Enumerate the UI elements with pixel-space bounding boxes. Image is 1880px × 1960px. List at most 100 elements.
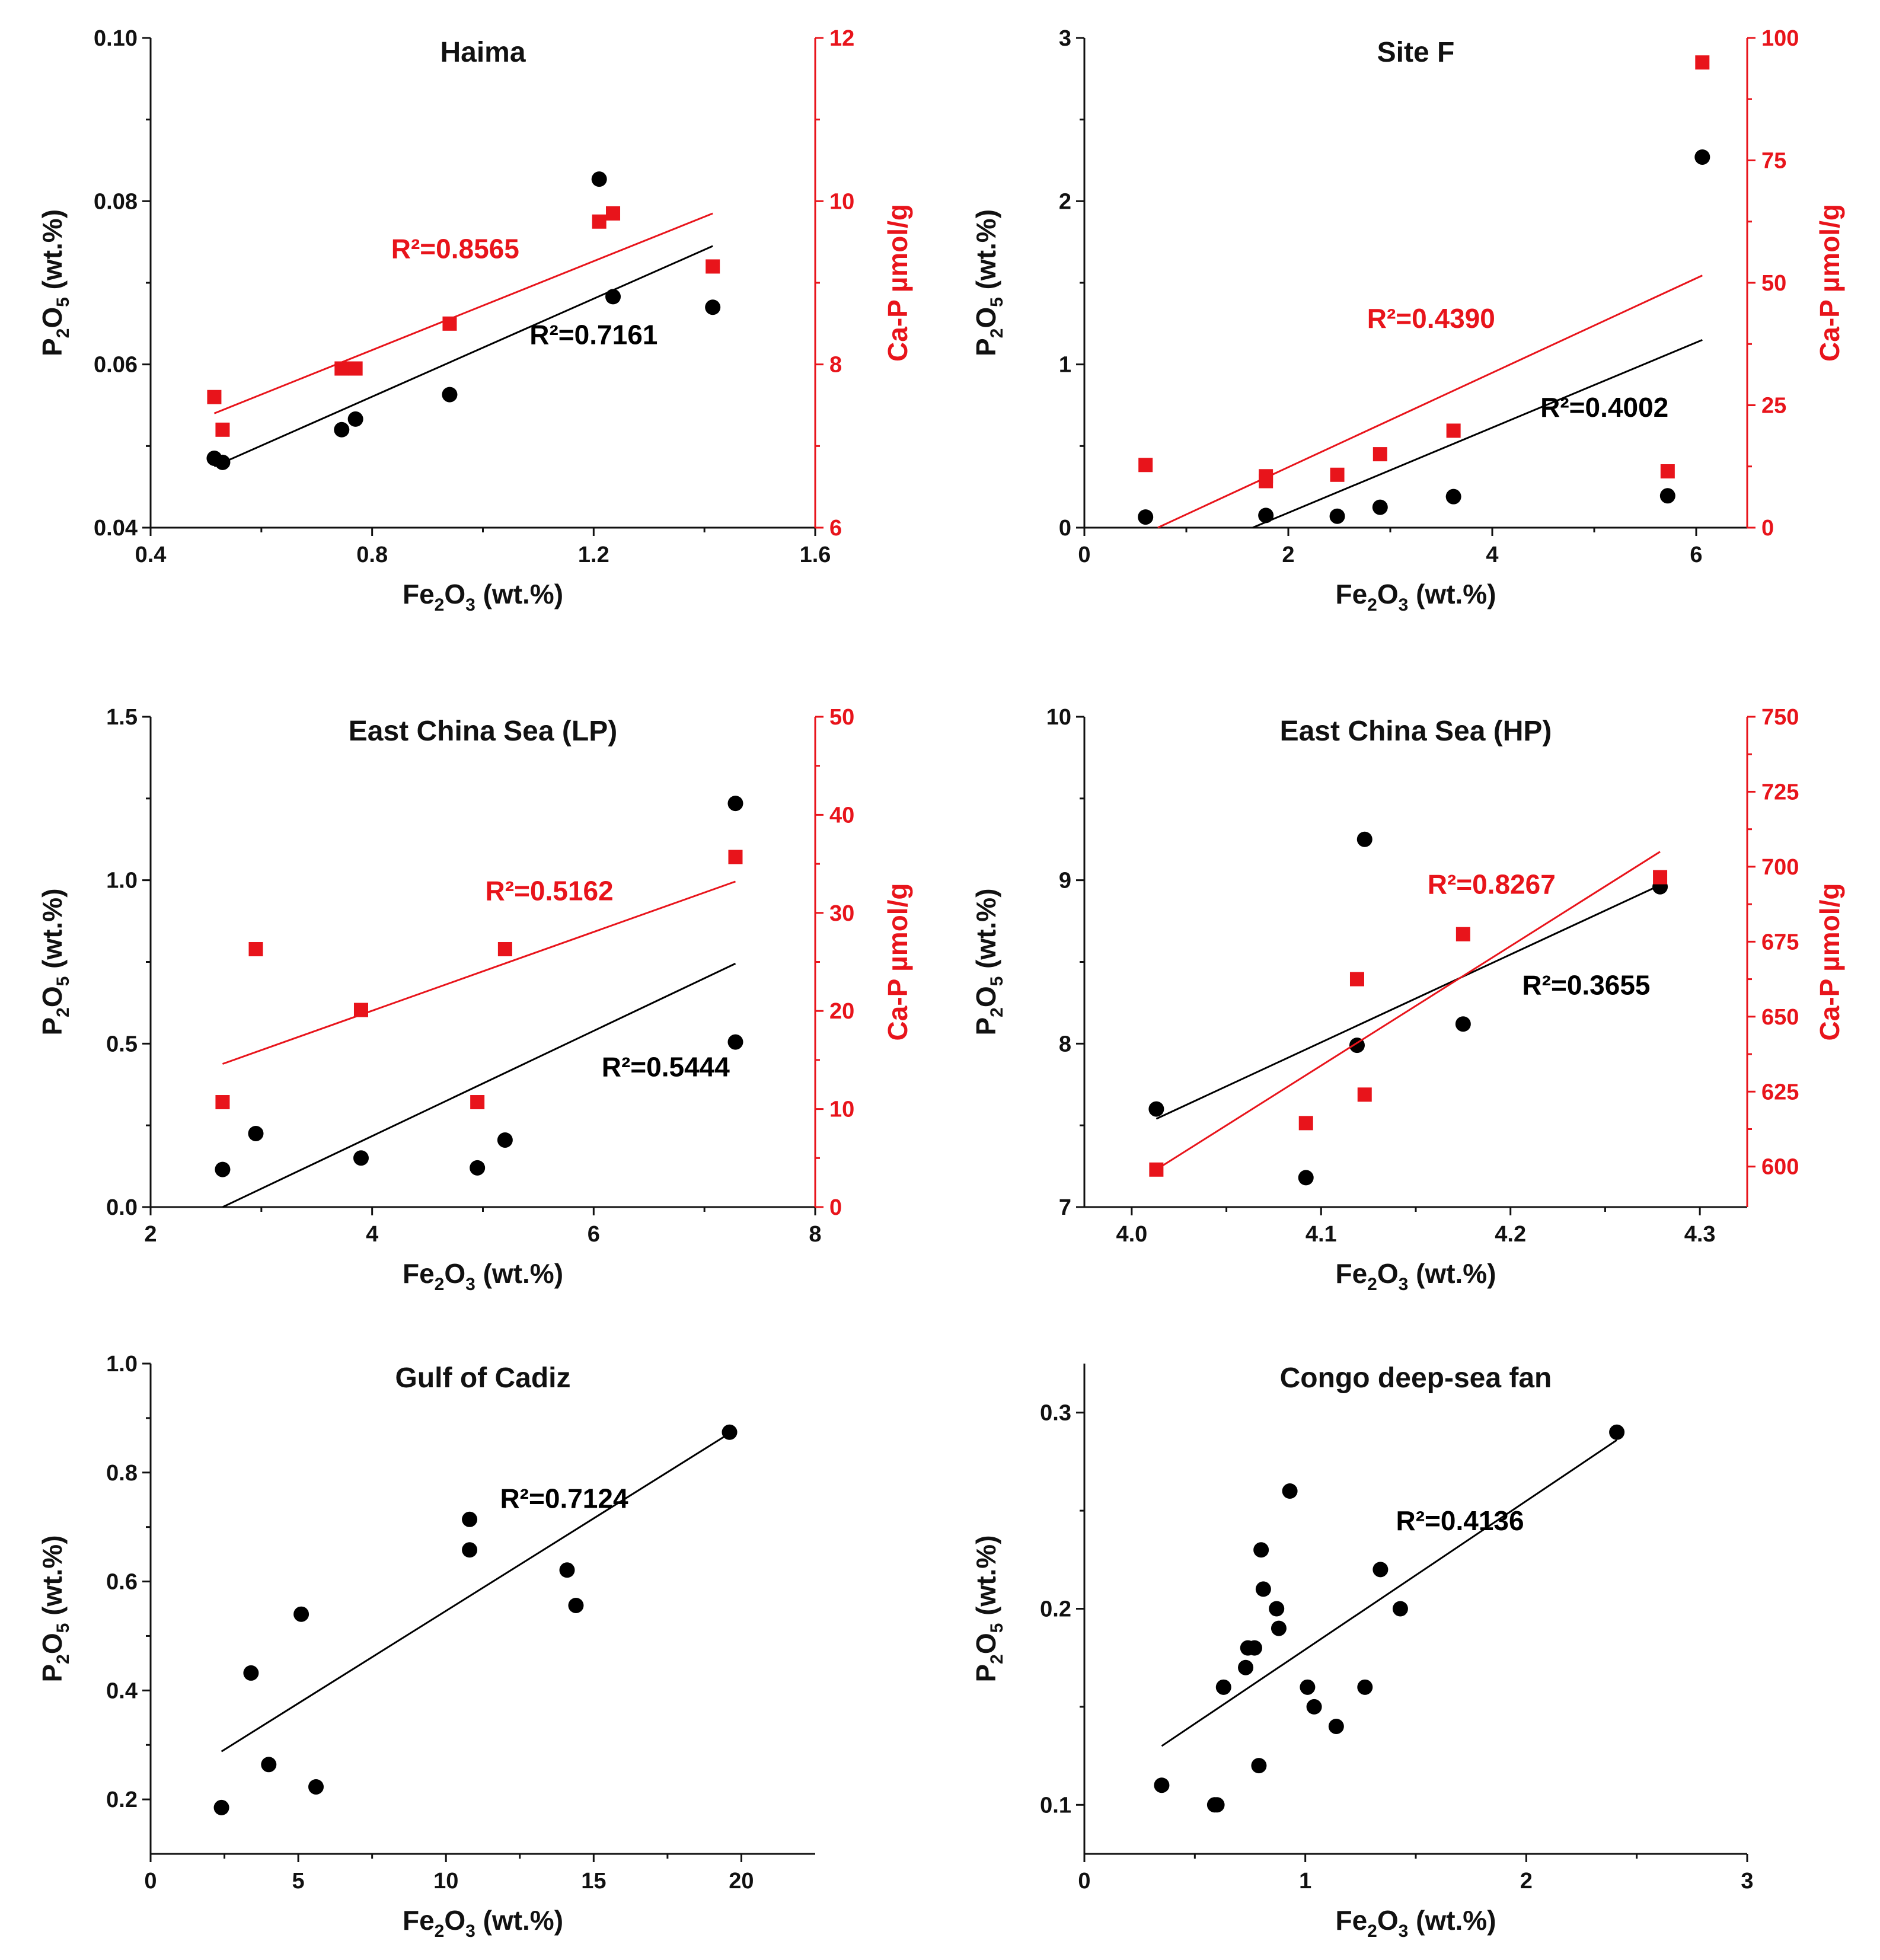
label-part: (wt.%): [971, 209, 1001, 297]
data-point: [1300, 1679, 1316, 1695]
label-part: 3: [1399, 1921, 1409, 1941]
y-tick-label: 1: [1059, 353, 1071, 378]
label-part: P: [971, 338, 1001, 356]
r-squared-label: R²=0.4002: [1540, 392, 1668, 423]
label-part: 3: [465, 1921, 475, 1941]
label-part: 2: [987, 1007, 1007, 1017]
data-point: [248, 941, 263, 956]
chart-panel-4: 0 5 10 15 200.20.40.60.81.0 Gulf of CadizFe2O…: [37, 1352, 815, 1941]
chart-panel-0: 0.4 0.8 1.2 1.6 0.04 0.06 0.08 0.10 6 8 10 12 Haima F…: [37, 26, 913, 615]
y-tick-label: 0.5: [106, 1032, 138, 1056]
label-part: 2: [53, 328, 73, 339]
data-point: [347, 411, 363, 427]
x-tick-label: 4.1: [1306, 1222, 1337, 1247]
x-tick-label: 2: [1520, 1869, 1533, 1894]
y-tick-label: 0.8: [106, 1461, 138, 1486]
data-point: [293, 1606, 309, 1622]
data-point: [1269, 1601, 1285, 1617]
r-squared-label: R²=0.3655: [1522, 970, 1650, 1001]
r-squared-label: R²=0.7124: [500, 1483, 628, 1514]
data-point: [1330, 467, 1345, 482]
x-tick-label: 4: [1486, 542, 1498, 567]
x-tick-label: 15: [581, 1869, 606, 1894]
r-squared-label: R²=0.4390: [1367, 303, 1495, 334]
y2-tick-label: 700: [1761, 855, 1799, 880]
label-part: 3: [465, 595, 475, 615]
label-part: O: [1377, 1905, 1399, 1936]
data-point: [1357, 1087, 1372, 1102]
data-point: [1154, 1777, 1170, 1793]
label-part: 3: [1399, 595, 1409, 615]
label-part: P: [37, 338, 68, 356]
series-ca-p: R²=0.5162: [215, 850, 743, 1110]
label-part: 2: [53, 1654, 73, 1664]
data-point: [1138, 458, 1153, 473]
data-point: [348, 361, 363, 376]
series-p2o5: R²=0.5444: [215, 796, 743, 1208]
x-tick-label: 5: [292, 1869, 305, 1894]
x-tick-label: 0.4: [135, 542, 167, 567]
data-point: [207, 390, 222, 404]
label-part: O: [37, 986, 68, 1007]
y2-axis-label: Ca-P µmol/g: [882, 883, 913, 1041]
label-part: 2: [53, 1007, 73, 1017]
y-tick-label: 0.08: [94, 189, 138, 214]
label-part: 5: [987, 1623, 1007, 1633]
data-point: [1356, 831, 1373, 847]
chart-panel-3: 4.0 4.1 4.2 4.3 7 8 9 10 600 625 650 675 700 725 750 Ea…: [971, 705, 1845, 1294]
label-part: 5: [987, 976, 1007, 987]
fit-line: [1156, 851, 1661, 1171]
data-point: [1373, 1562, 1389, 1578]
label-part: Fe: [1335, 1905, 1367, 1936]
y-tick-label: 1.0: [106, 869, 138, 893]
data-point: [470, 1160, 486, 1176]
label-part: Fe: [403, 579, 435, 609]
label-part: O: [444, 579, 465, 609]
fit-line: [221, 1432, 730, 1752]
label-part: 2: [987, 328, 1007, 339]
series-ca-p: R²=0.8565: [207, 206, 720, 437]
data-point: [1349, 972, 1364, 987]
label-part: O: [971, 986, 1001, 1007]
y2-tick-label: 50: [829, 705, 854, 730]
data-point: [559, 1562, 575, 1578]
fit-line: [222, 880, 736, 1065]
data-point: [497, 1132, 513, 1148]
label-part: 2: [987, 1654, 1007, 1664]
label-part: 2: [435, 1275, 445, 1294]
data-point: [722, 1424, 738, 1440]
label-part: O: [1377, 579, 1399, 609]
y2-tick-label: 625: [1761, 1080, 1799, 1105]
chart-title: Gulf of Cadiz: [395, 1362, 571, 1394]
y-axis-label: P2O5 (wt.%): [971, 1535, 1007, 1682]
y2-axis-label: Ca-P µmol/g: [1814, 204, 1845, 362]
label-part: P: [37, 1664, 68, 1683]
y-tick-label: 0.04: [94, 516, 138, 541]
label-part: (wt.%): [37, 1535, 68, 1623]
data-point: [442, 387, 458, 403]
data-point: [462, 1542, 478, 1558]
y2-tick-label: 75: [1761, 149, 1786, 174]
label-part: Fe: [403, 1258, 435, 1289]
data-point: [568, 1597, 584, 1613]
y2-tick-label: 750: [1761, 705, 1799, 730]
y2-tick-label: 6: [829, 516, 842, 541]
x-tick-label: 0.8: [356, 542, 388, 567]
y-tick-label: 9: [1059, 869, 1071, 893]
y2-tick-label: 0: [829, 1195, 842, 1220]
data-point: [592, 214, 607, 229]
chart-title: East China Sea (HP): [1280, 716, 1552, 747]
data-point: [1373, 447, 1387, 462]
data-point: [1246, 1640, 1262, 1656]
label-part: (wt.%): [1408, 579, 1496, 609]
label-part: P: [971, 1017, 1001, 1036]
label-part: Fe: [1335, 579, 1367, 609]
series-p2o5: R²=0.4002: [1138, 149, 1710, 529]
label-part: P: [971, 1664, 1001, 1683]
data-point: [1455, 1016, 1471, 1032]
label-part: Fe: [403, 1905, 435, 1936]
data-point: [1253, 1542, 1269, 1558]
label-part: P: [37, 1017, 68, 1036]
